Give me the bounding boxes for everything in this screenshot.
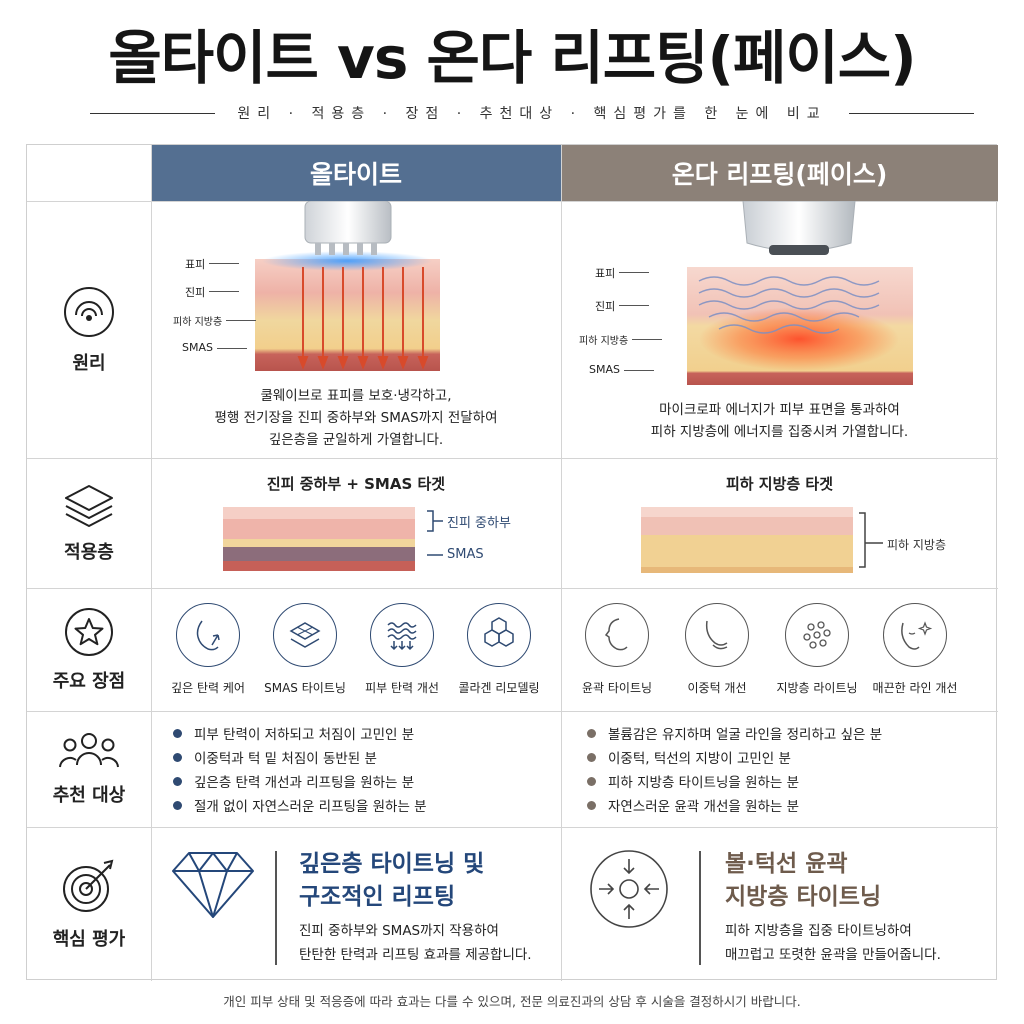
- people-icon: [59, 733, 119, 768]
- onda-layer-illustration: [641, 507, 853, 573]
- fat-cells-icon: [785, 603, 849, 667]
- skin-label-smas: SMAS: [589, 363, 654, 376]
- target-icon: [63, 859, 114, 912]
- radar-icon: [64, 286, 114, 337]
- list-item: 볼륨감은 유지하며 얼굴 라인을 정리하고 싶은 분: [587, 721, 882, 745]
- row-label-layer: 적용층: [27, 458, 151, 588]
- grid-line: [27, 588, 998, 589]
- advantage-item: SMAS 타이트닝: [255, 603, 355, 696]
- skin-label-dermis: 진피: [185, 286, 240, 299]
- evaluation-title-alltite: 깊은층 타이트닝 및 구조적인 리프팅: [299, 851, 485, 910]
- star-icon: [65, 607, 113, 656]
- row-label-principle: 원리: [27, 201, 151, 458]
- grid-line: [27, 458, 998, 459]
- grid-line: [27, 827, 998, 828]
- comparison-table: 올타이트 온다 리프팅(페이스) 원리 적용층 주요 장점: [26, 144, 998, 981]
- layer-heading-onda: 피하 지방층 타겟: [725, 475, 834, 493]
- skin-label-epidermis: 표피: [185, 258, 240, 271]
- sparkle-face-icon: [883, 603, 947, 667]
- list-item: 절개 없이 자연스러운 리프팅을 원하는 분: [173, 793, 427, 817]
- evaluation-separator: [699, 851, 701, 965]
- advantage-item: 이중턱 개선: [667, 603, 767, 696]
- evaluation-desc-alltite: 진피 중하부와 SMAS까지 작용하여 탄탄한 탄력과 리프팅 효과를 제공합니…: [299, 923, 532, 963]
- grid-line: [561, 145, 562, 981]
- list-item: 이중턱, 턱선의 지방이 고민인 분: [587, 745, 882, 769]
- list-item: 자연스러운 윤곽 개선을 원하는 분: [587, 793, 882, 817]
- layer-heading-alltite: 진피 중하부 + SMAS 타겟: [266, 475, 446, 493]
- skin-label-fat: 피하 지방층: [579, 332, 663, 347]
- column-header-alltite: 올타이트: [151, 145, 561, 201]
- principle-caption-alltite: 쿨웨이브로 표피를 보호·냉각하고, 평행 전기장을 진피 중하부와 SMAS까…: [214, 388, 498, 448]
- advantage-item: 매끈한 라인 개선: [865, 603, 965, 696]
- subtitle-line-left: [90, 112, 216, 114]
- grid-line: [27, 201, 998, 202]
- page-title: 올타이트 vs 온다 리프팅(페이스): [108, 24, 916, 92]
- footer-disclaimer: 개인 피부 상태 및 적응증에 따라 효과는 다를 수 있으며, 전문 의료진과…: [223, 994, 801, 1009]
- onda-principle-illustration: [687, 201, 913, 385]
- alltite-layer-illustration: [223, 507, 415, 571]
- mesh-layer-icon: [273, 603, 337, 667]
- diamond-icon: [172, 852, 254, 918]
- advantage-item: 깊은 탄력 케어: [158, 603, 258, 696]
- skin-label-dermis: 진피: [595, 300, 650, 313]
- skin-label-smas: SMAS: [182, 341, 247, 354]
- advantage-item: 피부 탄력 개선: [352, 603, 452, 696]
- list-item: 이중턱과 턱 밑 처짐이 동반된 분: [173, 745, 427, 769]
- advantage-item: 윤곽 타이트닝: [567, 603, 667, 696]
- column-header-onda: 온다 리프팅(페이스): [561, 145, 998, 201]
- evaluation-title-onda: 볼·턱선 윤곽 지방층 타이트닝: [725, 851, 882, 910]
- row-label-text: 추천 대상: [52, 785, 126, 806]
- wave-arrows-icon: [370, 603, 434, 667]
- list-item: 깊은층 탄력 개선과 리프팅을 원하는 분: [173, 769, 427, 793]
- grid-line: [151, 145, 152, 981]
- collagen-hexagon-icon: [467, 603, 531, 667]
- layer-label-smas: SMAS: [447, 547, 484, 562]
- evaluation-desc-onda: 피하 지방층을 집중 타이트닝하여 매끄럽고 또렷한 윤곽을 만들어줍니다.: [725, 923, 941, 963]
- double-chin-icon: [685, 603, 749, 667]
- layer-bracket: [859, 512, 883, 568]
- advantage-item: 지방층 라이트닝: [767, 603, 867, 696]
- advantage-item: 콜라겐 리모델링: [449, 603, 549, 696]
- row-label-text: 핵심 평가: [52, 929, 126, 950]
- subtitle: 원리 · 적용층 · 장점 · 추천대상 · 핵심평가를 한 눈에 비교: [237, 106, 827, 122]
- row-label-advantages: 주요 장점: [27, 588, 151, 711]
- grid-line: [27, 711, 998, 712]
- skin-label-fat: 피하 지방층: [173, 313, 257, 328]
- list-item: 피부 탄력이 저하되고 처짐이 고민인 분: [173, 721, 427, 745]
- list-item: 피하 지방층 타이트닝을 원하는 분: [587, 769, 882, 793]
- target-list-alltite: 피부 탄력이 저하되고 처짐이 고민인 분 이중턱과 턱 밑 처짐이 동반된 분…: [173, 721, 427, 817]
- target-list-onda: 볼륨감은 유지하며 얼굴 라인을 정리하고 싶은 분 이중턱, 턱선의 지방이 …: [587, 721, 882, 817]
- row-label-evaluation: 핵심 평가: [27, 827, 151, 981]
- row-label-target: 추천 대상: [27, 711, 151, 827]
- face-contour-icon: [585, 603, 649, 667]
- subtitle-line-right: [848, 112, 975, 114]
- focus-arrows-icon: [590, 850, 668, 928]
- face-lift-icon: [176, 603, 240, 667]
- subtitle-row: 원리 · 적용층 · 장점 · 추천대상 · 핵심평가를 한 눈에 비교: [90, 100, 975, 126]
- row-label-text: 원리: [72, 352, 106, 374]
- skin-label-epidermis: 표피: [595, 267, 650, 280]
- row-label-text: 주요 장점: [52, 670, 126, 692]
- row-label-text: 적용층: [64, 542, 114, 563]
- principle-caption-onda: 마이크로파 에너지가 피부 표면을 통과하여 피하 지방층에 에너지를 집중시켜…: [650, 402, 909, 440]
- layers-icon: [65, 485, 113, 527]
- layer-bracket: [427, 510, 443, 556]
- layer-label-dermis: 진피 중하부: [447, 516, 511, 531]
- layer-label-fat: 피하 지방층: [887, 538, 947, 552]
- alltite-principle-illustration: [255, 201, 440, 371]
- evaluation-separator: [275, 851, 277, 965]
